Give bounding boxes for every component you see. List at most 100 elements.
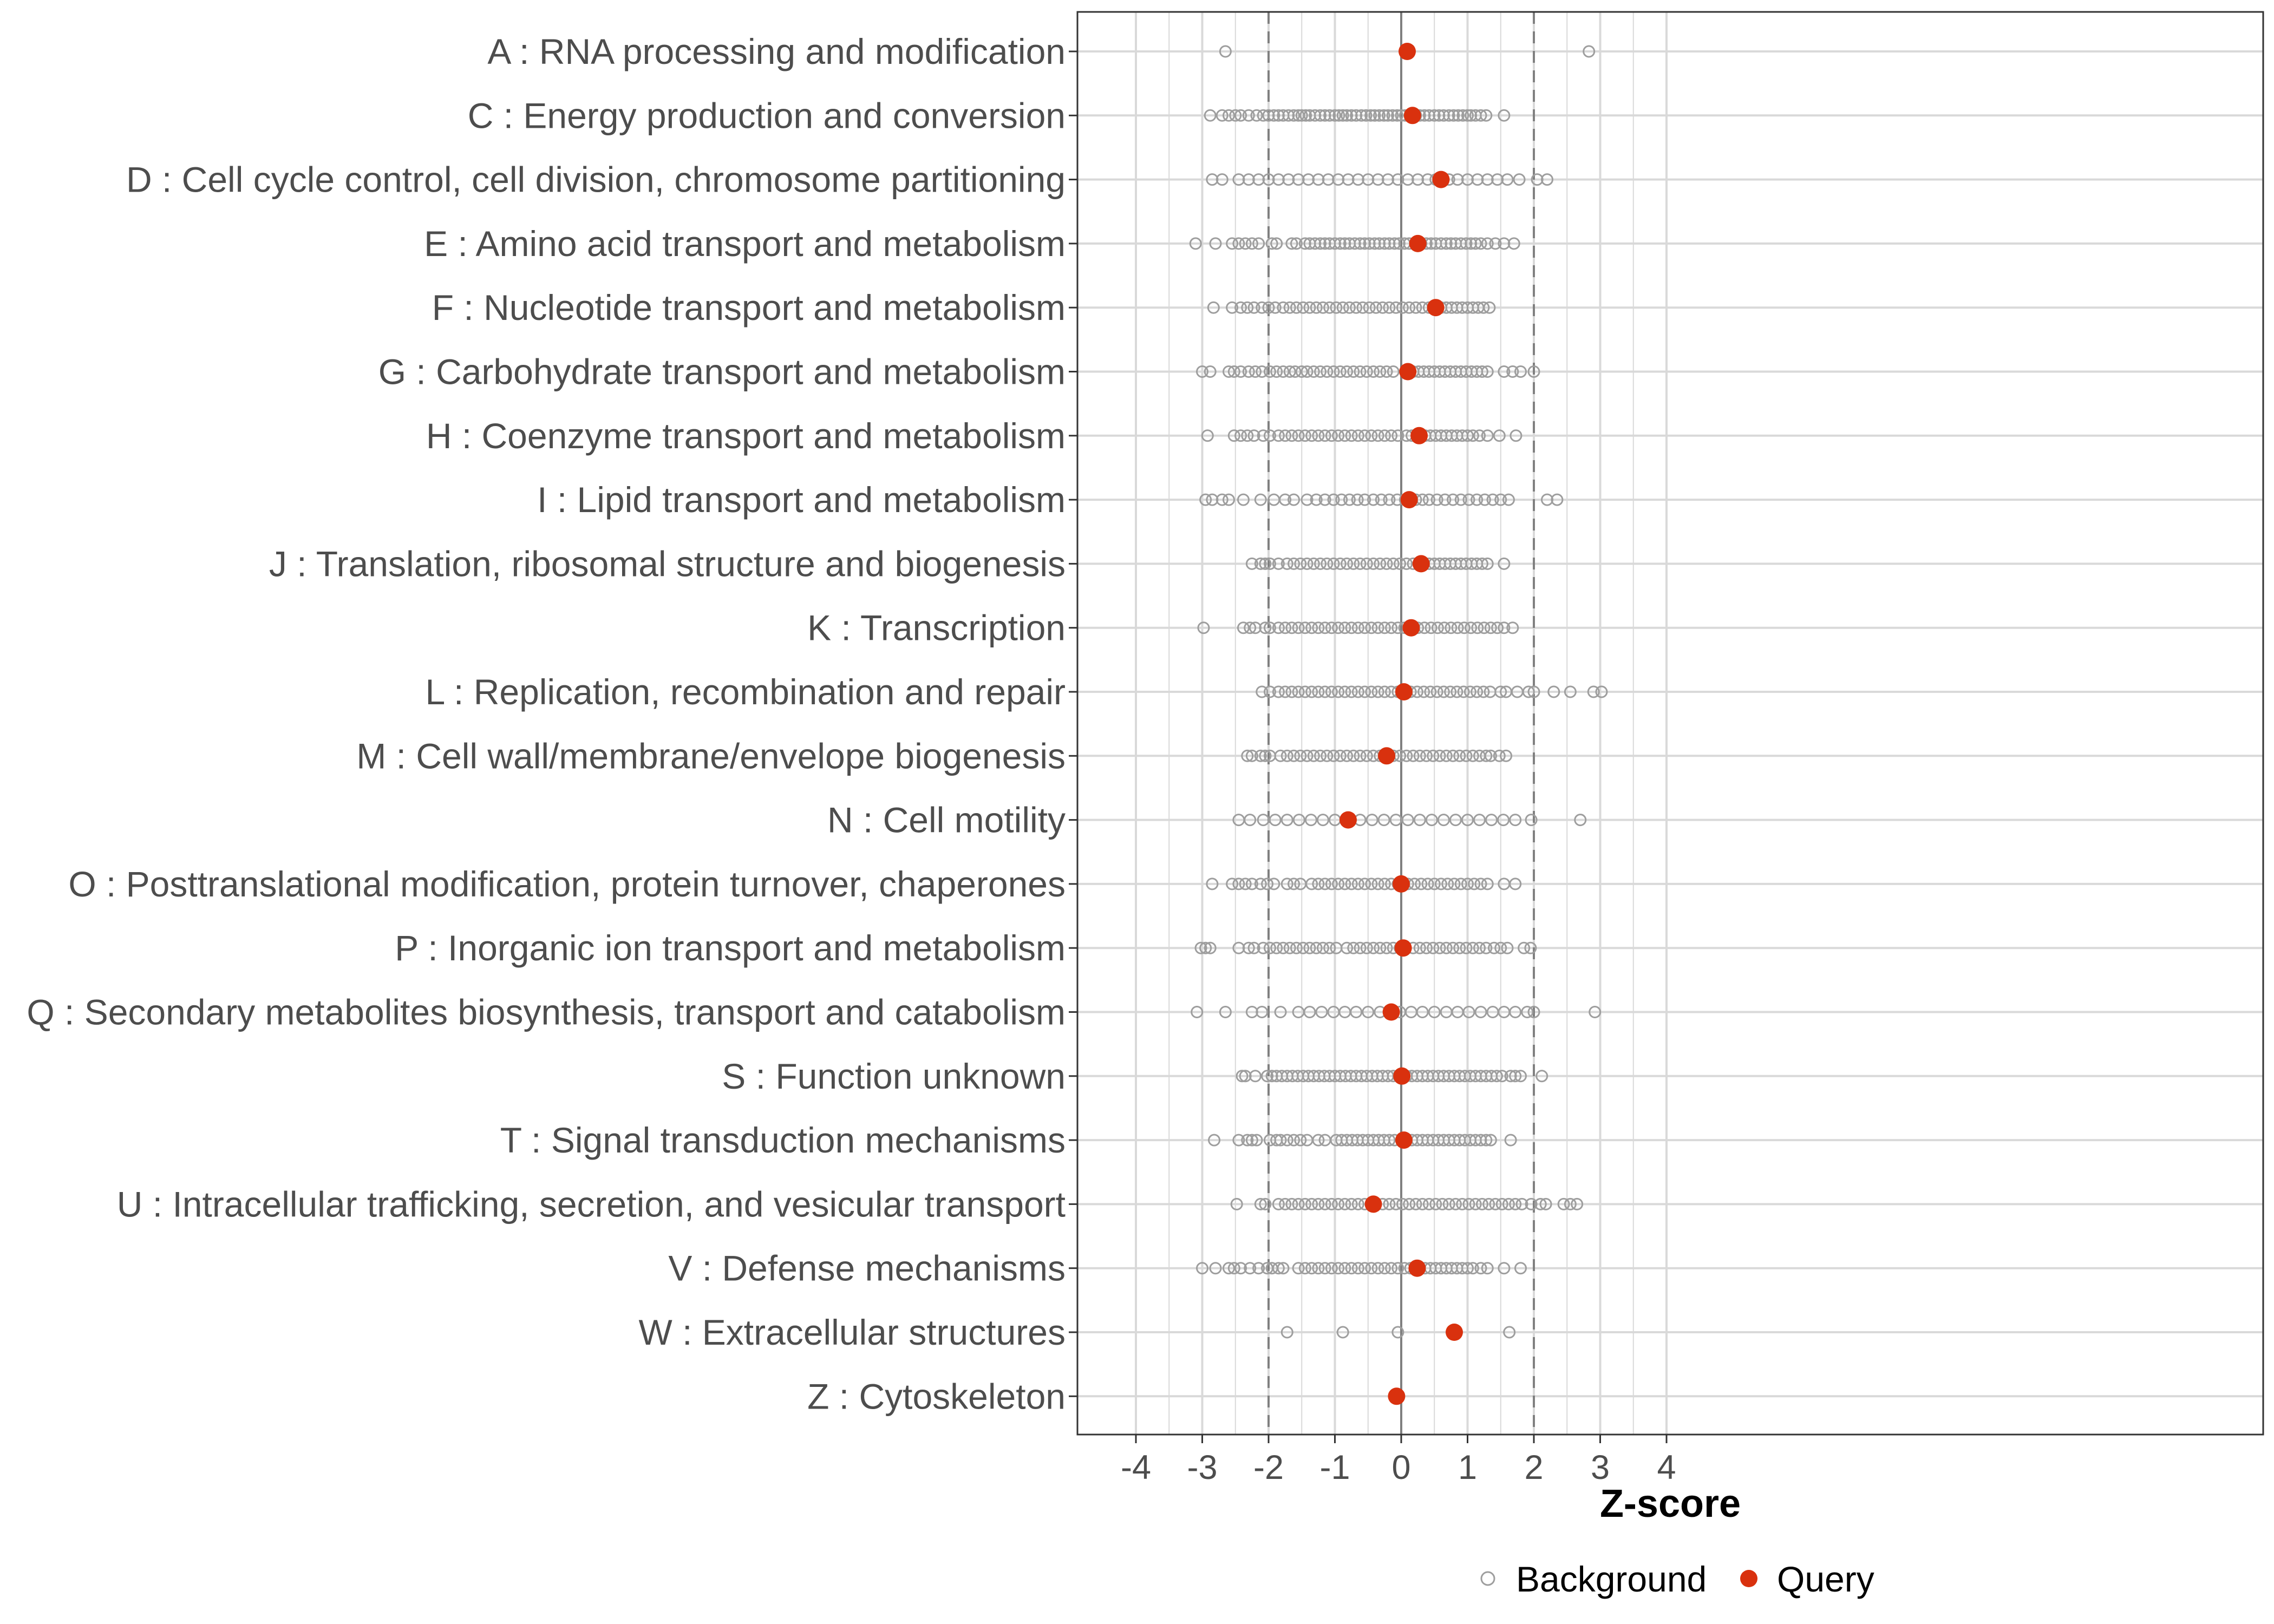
- background-point: [1199, 941, 1212, 954]
- background-point: [1365, 814, 1378, 827]
- background-point: [1445, 237, 1458, 250]
- background-point: [1367, 493, 1380, 506]
- background-point: [1191, 1006, 1204, 1018]
- background-point: [1226, 237, 1239, 250]
- background-point: [1345, 429, 1358, 442]
- background-point: [1391, 1326, 1404, 1339]
- background-point: [1460, 941, 1473, 954]
- background-point: [1263, 365, 1276, 378]
- background-point: [1502, 1197, 1515, 1210]
- category-label: Q : Secondary metabolites biosynthesis, …: [27, 992, 1066, 1032]
- background-point: [1362, 1006, 1375, 1018]
- background-point: [1244, 621, 1257, 634]
- background-point: [1374, 941, 1387, 954]
- background-point: [1430, 493, 1443, 506]
- background-point: [1329, 237, 1341, 250]
- background-point: [1506, 621, 1519, 634]
- background-point: [1256, 301, 1269, 314]
- query-point: [1400, 491, 1418, 509]
- background-point: [1263, 557, 1276, 570]
- background-point: [1478, 493, 1491, 506]
- background-point: [1332, 1197, 1345, 1210]
- background-point: [1453, 941, 1466, 954]
- background-point: [1265, 1070, 1278, 1083]
- query-point: [1410, 427, 1428, 444]
- background-point: [1345, 685, 1358, 698]
- background-point: [1481, 878, 1494, 890]
- background-point: [1298, 621, 1311, 634]
- background-point: [1241, 1134, 1254, 1147]
- background-point: [1490, 1070, 1503, 1083]
- background-point: [1509, 1070, 1522, 1083]
- background-point: [1267, 109, 1280, 122]
- background-point: [1252, 173, 1265, 186]
- background-point: [1245, 1006, 1258, 1018]
- background-point: [1378, 621, 1391, 634]
- background-point: [1249, 365, 1262, 378]
- background-point: [1377, 109, 1390, 122]
- background-point: [1314, 749, 1327, 762]
- background-point: [1480, 749, 1493, 762]
- background-point: [1323, 109, 1336, 122]
- background-point: [1400, 557, 1413, 570]
- background-point: [1507, 237, 1520, 250]
- background-point: [1451, 173, 1464, 186]
- background-point: [1325, 878, 1338, 890]
- background-point: [1501, 173, 1514, 186]
- background-point: [1270, 941, 1283, 954]
- background-point: [1244, 1262, 1257, 1275]
- background-point: [1462, 493, 1475, 506]
- background-point: [1354, 749, 1367, 762]
- background-point: [1460, 237, 1473, 250]
- background-point: [1509, 1006, 1522, 1018]
- background-point: [1427, 941, 1440, 954]
- x-tick-label: -3: [1187, 1449, 1217, 1487]
- background-point: [1373, 109, 1386, 122]
- background-point: [1500, 749, 1513, 762]
- background-point: [1471, 493, 1484, 506]
- background-point: [1283, 365, 1296, 378]
- background-point: [1298, 685, 1311, 698]
- background-point: [1477, 685, 1490, 698]
- background-point: [1510, 429, 1522, 442]
- background-point: [1206, 173, 1219, 186]
- background-point: [1477, 301, 1490, 314]
- background-point: [1279, 685, 1292, 698]
- query-point: [1399, 43, 1416, 60]
- background-point: [1325, 685, 1338, 698]
- background-point: [1360, 749, 1373, 762]
- background-point: [1360, 557, 1373, 570]
- background-point: [1304, 814, 1317, 827]
- background-point: [1468, 878, 1481, 890]
- background-point: [1325, 1197, 1338, 1210]
- category-label: A : RNA processing and modification: [487, 31, 1066, 71]
- background-point: [1280, 749, 1293, 762]
- background-point: [1394, 557, 1407, 570]
- background-point: [1335, 493, 1348, 506]
- background-point: [1527, 1006, 1540, 1018]
- background-point: [1391, 1262, 1404, 1275]
- category-label: I : Lipid transport and metabolism: [537, 480, 1066, 520]
- background-point: [1288, 1134, 1301, 1147]
- background-point: [1325, 429, 1338, 442]
- background-point: [1498, 109, 1511, 122]
- background-point: [1489, 1197, 1502, 1210]
- background-point: [1256, 685, 1269, 698]
- background-point: [1409, 1197, 1422, 1210]
- background-point: [1438, 621, 1451, 634]
- background-point: [1380, 941, 1393, 954]
- background-point: [1245, 878, 1258, 890]
- background-point: [1223, 1262, 1235, 1275]
- background-point: [1382, 173, 1394, 186]
- background-point: [1201, 429, 1214, 442]
- background-point: [1305, 1197, 1318, 1210]
- background-point: [1292, 173, 1305, 186]
- background-point: [1227, 1262, 1240, 1275]
- background-point: [1378, 1262, 1391, 1275]
- background-point: [1428, 109, 1441, 122]
- background-point: [1541, 173, 1553, 186]
- background-point: [1288, 557, 1301, 570]
- background-point: [1515, 1197, 1528, 1210]
- background-point: [1365, 429, 1378, 442]
- background-point: [1245, 749, 1258, 762]
